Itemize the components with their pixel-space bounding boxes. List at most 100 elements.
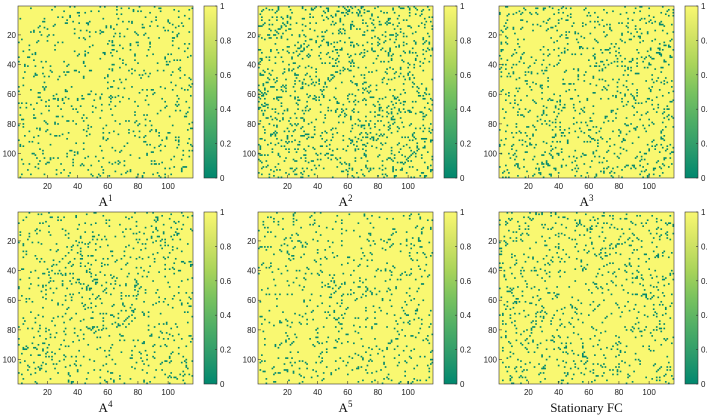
heatmap-cell [392,123,394,125]
heatmap-cell [322,19,325,21]
heatmap-cell [639,10,641,13]
heatmap-cell [377,155,379,158]
heatmap-cell [386,312,388,315]
heatmap-cell [646,66,649,69]
heatmap-cell [164,343,166,346]
heatmap-cell [123,250,126,253]
heatmap-cell [532,175,534,177]
heatmap-cell [279,169,281,171]
heatmap-cell [411,152,414,155]
heatmap-cell [639,151,641,153]
heatmap-cell [542,112,545,115]
heatmap-cell [563,71,566,73]
heatmap-cell [606,140,608,143]
heatmap-cell [365,351,367,354]
heatmap-cell [307,96,310,99]
heatmap-cell [381,299,384,302]
heatmap-cell [609,26,611,29]
heatmap-background [18,212,193,384]
heatmap-cell [162,26,165,29]
heatmap-cell [79,235,82,238]
heatmap-cell [393,11,396,14]
heatmap-cell [304,25,307,27]
heatmap-cell [147,329,150,331]
heatmap-cell [402,41,405,44]
heatmap-cell [353,44,355,47]
heatmap-cell [309,75,311,78]
heatmap-cell [22,256,25,259]
heatmap-cell [309,216,311,219]
heatmap-cell [578,234,581,236]
heatmap-cell [110,108,112,110]
heatmap-cell [179,373,182,376]
heatmap-cell [658,22,661,24]
heatmap-cell [541,235,543,238]
heatmap-cell [631,83,634,85]
heatmap-cell [322,372,325,374]
heatmap-cell [191,83,194,85]
heatmap-cell [168,382,171,385]
heatmap-cell [575,222,578,225]
heatmap-cell [120,351,123,354]
heatmap-cell [520,382,522,385]
heatmap-cell [336,57,339,60]
heatmap-cell [365,278,367,281]
heatmap-cell [135,361,138,364]
heatmap-cell [315,71,317,73]
heatmap-cell [168,22,171,24]
heatmap-cell [520,13,522,16]
heatmap-cell [274,135,277,137]
heatmap-cell [276,169,278,171]
heatmap-cell [134,100,136,103]
heatmap-cell [117,94,120,97]
heatmap-cell [631,164,634,167]
heatmap-cell [158,163,160,165]
heatmap-cell [372,50,375,53]
heatmap-cell [298,80,301,82]
heatmap-cell [396,34,399,36]
heatmap-cell [268,309,271,312]
heatmap-cell [350,130,352,133]
heatmap-cell [371,293,373,296]
heatmap-cell [375,69,378,72]
heatmap-cell [333,309,336,312]
heatmap-cell [111,49,114,51]
heatmap-cell [102,127,105,130]
heatmap-cell [360,139,363,142]
heatmap-cell [315,99,317,102]
heatmap-cell [153,92,156,94]
heatmap-cell [426,166,429,168]
heatmap-cell [399,68,402,70]
heatmap-cell [527,228,530,230]
heatmap-cell [262,94,265,97]
heatmap-cell [49,158,52,161]
heatmap-cell [366,364,369,367]
heatmap-cell [350,25,352,27]
heatmap-cell [545,29,548,32]
heatmap-cell [517,163,519,165]
heatmap-cell [381,173,384,176]
heatmap-cell [134,345,136,348]
heatmap-cell [374,243,376,245]
heatmap-cell [122,303,124,306]
heatmap-cell [610,223,613,226]
heatmap-cell [180,212,183,214]
heatmap-cell [119,32,121,35]
heatmap-cell [31,53,34,56]
colorbar-tick-label: 0 [460,174,465,183]
heatmap-cell [78,278,80,281]
heatmap-cell [658,53,661,56]
heatmap-cell [506,370,509,373]
heatmap-cell [116,50,118,53]
colorbar-tick-label: 0.2 [460,140,472,149]
heatmap-cell [321,14,324,17]
heatmap-cell [63,358,65,361]
heatmap-cell [387,22,390,24]
heatmap-cell [111,372,114,374]
heatmap-cell [78,14,80,17]
heatmap-cell [366,10,369,13]
heatmap-cell [265,93,268,96]
heatmap-cell [383,133,385,136]
heatmap-cell [128,120,130,122]
heatmap-cell [107,370,109,373]
